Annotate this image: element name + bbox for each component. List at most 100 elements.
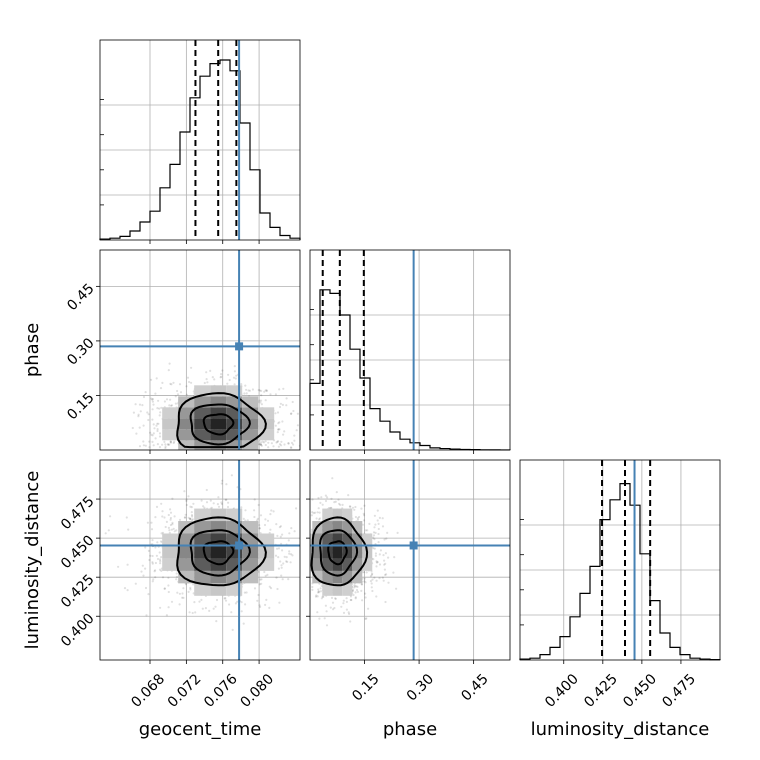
scatter-point	[364, 581, 367, 584]
density-cell	[242, 407, 259, 419]
scatter-point	[246, 519, 249, 522]
scatter-point	[156, 429, 159, 433]
scatter-point	[305, 427, 307, 429]
scatter-point	[289, 561, 292, 564]
scatter-point	[355, 585, 358, 588]
grid-layer	[100, 40, 720, 660]
scatter-point	[330, 506, 333, 509]
scatter-point	[155, 424, 158, 427]
scatter-point	[318, 517, 322, 520]
scatter-point	[317, 507, 320, 510]
truth-marker	[409, 541, 418, 550]
scatter-point	[140, 570, 143, 573]
scatter-point	[377, 527, 380, 531]
scatter-point	[257, 503, 260, 507]
scatter-point	[345, 597, 348, 600]
scatter-point	[247, 389, 250, 392]
y-tick-label-phase: 0.45	[64, 281, 97, 314]
scatter-point	[277, 556, 280, 559]
scatter-point	[376, 519, 379, 522]
density-cell	[210, 570, 227, 584]
scatter-point	[209, 499, 212, 502]
scatter-point	[226, 505, 230, 509]
scatter-point	[395, 587, 398, 590]
scatter-point	[142, 440, 145, 443]
scatter-point	[240, 601, 243, 604]
scatter-point	[170, 528, 173, 531]
scatter-point	[151, 398, 154, 401]
scatter-point	[158, 435, 162, 438]
scatter-point	[187, 495, 190, 498]
scatter-point	[354, 591, 357, 594]
scatter-point	[302, 428, 304, 430]
scatter-point	[269, 393, 272, 396]
scatter-point	[260, 389, 263, 392]
scatter-point	[372, 558, 375, 561]
scatter-point	[151, 400, 154, 403]
truth-marker	[235, 342, 244, 351]
scatter-point	[212, 607, 215, 610]
scatter-point	[296, 424, 299, 427]
scatter-point	[253, 509, 256, 512]
scatter-point	[317, 591, 321, 594]
scatter-point	[142, 574, 145, 577]
scatter-point	[183, 516, 186, 519]
scatter-point	[259, 578, 262, 581]
density-cell	[194, 418, 211, 430]
scatter-point	[379, 549, 382, 552]
scatter-point	[265, 598, 268, 602]
scatter-point	[276, 440, 279, 443]
scatter-point	[245, 591, 248, 594]
scatter-point	[384, 600, 387, 604]
scatter-point	[277, 428, 280, 431]
density-cell	[332, 545, 343, 559]
scatter-point	[259, 605, 262, 609]
scatter-point	[356, 590, 359, 594]
scatter-point	[167, 526, 170, 530]
density-cell	[332, 570, 343, 584]
scatter-point	[372, 534, 376, 537]
scatter-point	[208, 609, 211, 613]
scatter-point	[147, 418, 150, 422]
scatter-point	[331, 477, 334, 480]
scatter-point	[159, 387, 163, 390]
scatter-point	[386, 531, 389, 535]
scatter-point	[282, 387, 285, 390]
x-axis-label-phase: phase	[383, 719, 437, 740]
scatter-point	[226, 382, 229, 385]
scatter-point	[152, 423, 155, 426]
scatter-point	[287, 578, 290, 581]
scatter-point	[227, 501, 230, 504]
scatter-point	[173, 515, 176, 518]
scatter-point	[371, 589, 374, 593]
density-cell	[352, 570, 363, 584]
scatter-point	[282, 433, 285, 436]
density-cell	[342, 533, 353, 546]
scatter-point	[347, 494, 350, 497]
scatter-point	[364, 592, 367, 595]
scatter-point	[152, 403, 155, 406]
scatter-point	[317, 496, 320, 500]
scatter-point	[375, 579, 378, 582]
scatter-point	[288, 552, 291, 555]
scatter-point	[257, 593, 260, 597]
scatter-point	[256, 517, 259, 521]
scatter-point	[144, 391, 147, 394]
scatter-point	[278, 421, 281, 424]
density-cell	[194, 440, 211, 450]
y-tick-label-luminosity_distance: 0.450	[58, 532, 98, 572]
scatter-point	[258, 524, 261, 527]
scatter-point	[159, 540, 163, 543]
scatter-point	[312, 511, 315, 515]
scatter-point	[227, 373, 230, 376]
scatter-point	[178, 603, 181, 606]
x-tick-label-phase: 0.30	[404, 671, 437, 704]
scatter-point	[190, 514, 194, 517]
scatter-point	[354, 597, 357, 600]
scatter-point	[374, 552, 377, 555]
scatter-point	[160, 556, 163, 559]
contour-level-1	[189, 529, 251, 577]
scatter-point	[142, 424, 145, 427]
density-cell	[322, 583, 333, 596]
density-cell	[342, 521, 353, 534]
